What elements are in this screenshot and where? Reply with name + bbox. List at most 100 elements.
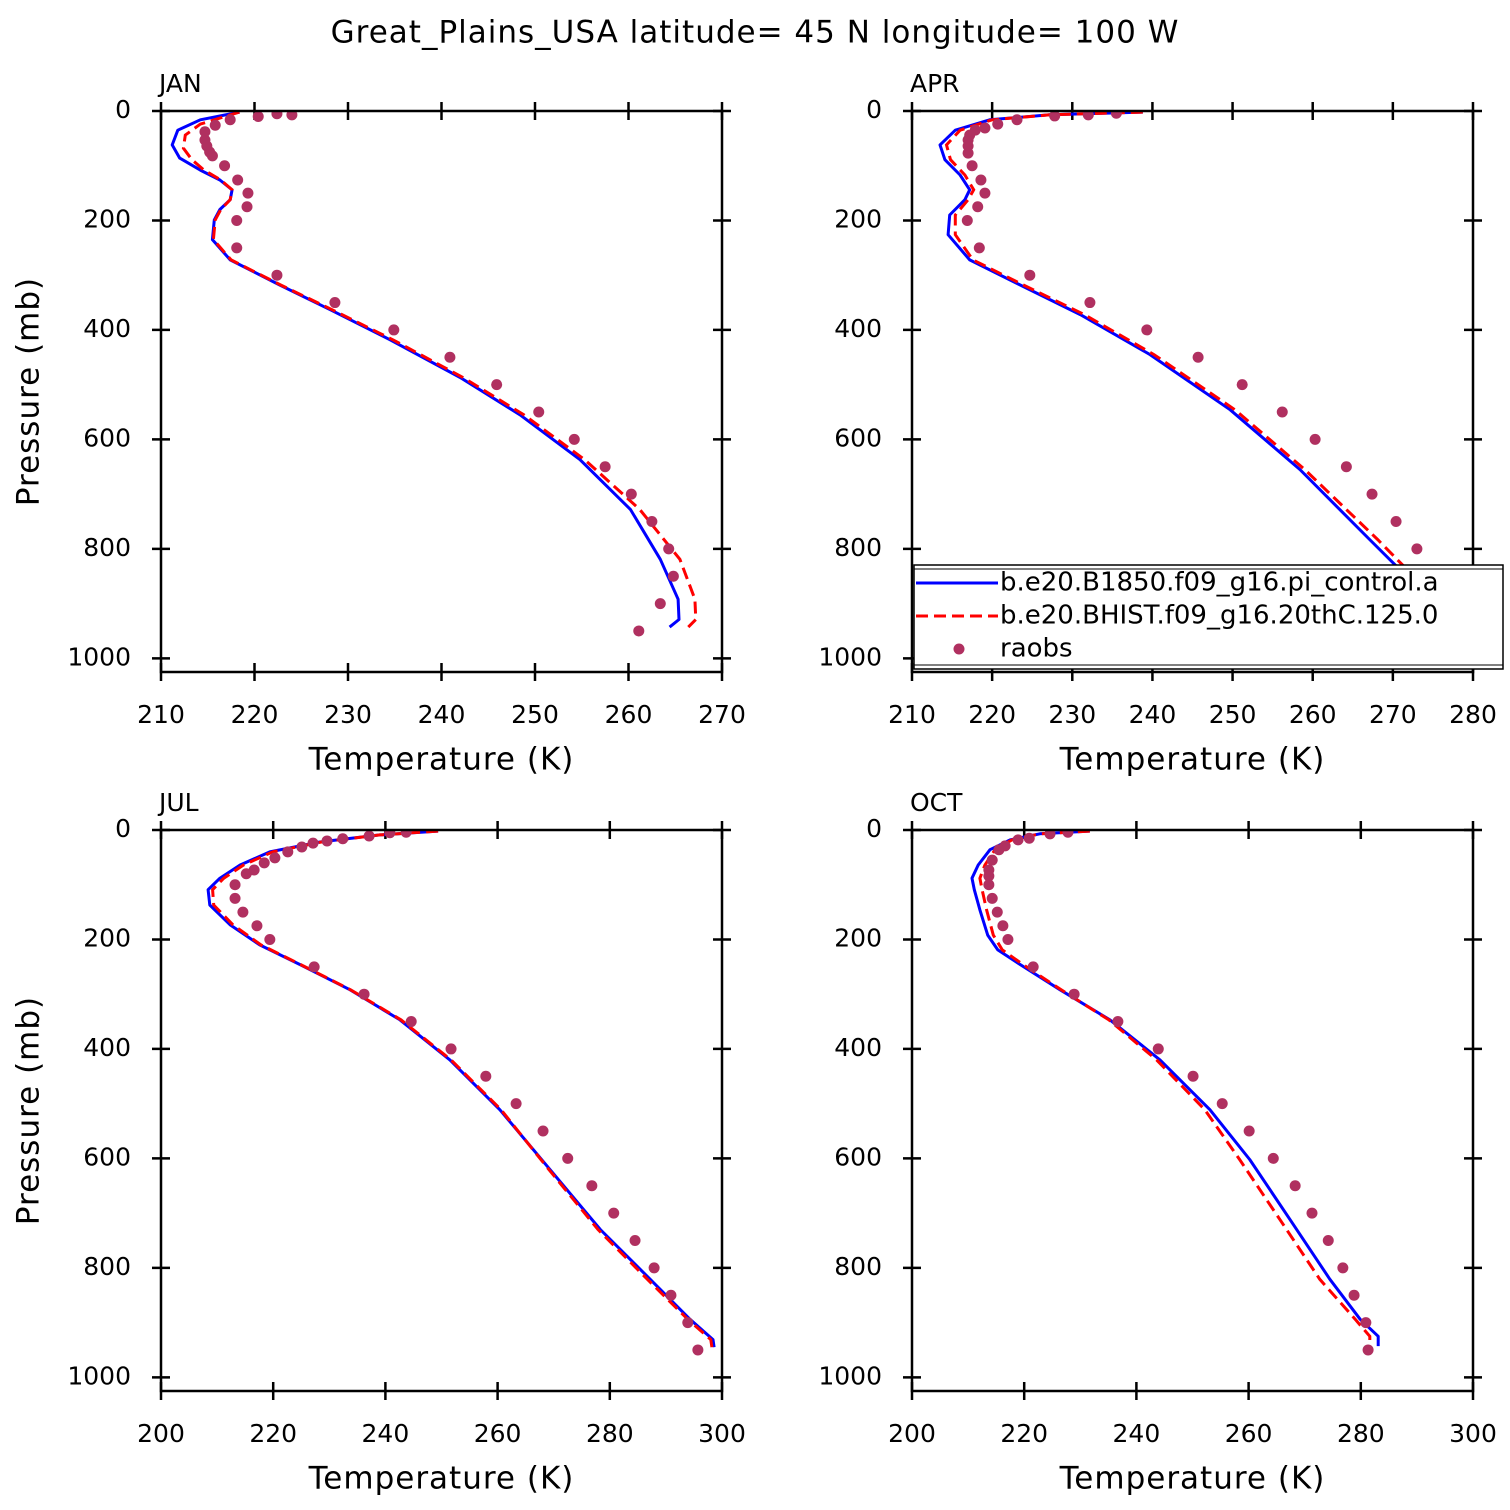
x-tick-label: 270 xyxy=(698,700,746,729)
raob-point xyxy=(1187,1070,1199,1082)
raob-point xyxy=(271,111,283,120)
x-tick-label: 250 xyxy=(511,700,559,729)
y-tick-label: 200 xyxy=(834,923,882,952)
raob-point xyxy=(692,1344,704,1356)
y-tick-label: 0 xyxy=(115,95,131,124)
raob-point xyxy=(654,598,666,610)
raob-point xyxy=(633,625,645,637)
raob-point xyxy=(264,933,276,945)
raob-point xyxy=(625,488,637,500)
raob-point xyxy=(537,1125,549,1137)
raob-point xyxy=(252,111,264,122)
raob-point xyxy=(1362,1344,1374,1356)
raob-point xyxy=(358,988,370,1000)
raob-point xyxy=(363,830,375,842)
y-tick-label: 400 xyxy=(83,1033,131,1062)
raob-point xyxy=(308,961,320,973)
raob-point xyxy=(282,846,294,858)
raob-point xyxy=(405,1016,417,1028)
raob-point xyxy=(1084,297,1096,309)
raob-point xyxy=(329,297,341,309)
raob-point xyxy=(1152,1043,1164,1055)
y-tick-label: 1000 xyxy=(818,642,882,671)
profile-line xyxy=(978,830,1372,1347)
y-tick-label: 400 xyxy=(83,314,131,343)
raob-point xyxy=(1360,1317,1372,1329)
raob-point xyxy=(388,324,400,336)
raob-point xyxy=(307,837,319,849)
raob-point xyxy=(269,852,281,864)
raob-point xyxy=(229,892,241,904)
raob-point xyxy=(296,841,308,853)
raob-point xyxy=(629,1234,641,1246)
x-axis-label: Temperature (K) xyxy=(1059,1461,1326,1497)
legend-label: b.e20.BHIST.f09_g16.20thC.125.0 xyxy=(1000,601,1438,631)
y-tick-label: 400 xyxy=(834,314,882,343)
raob-point xyxy=(975,174,987,186)
x-tick-label: 300 xyxy=(698,1419,746,1448)
raob-point xyxy=(286,111,298,121)
raob-point xyxy=(1027,961,1039,973)
raob-point xyxy=(241,201,253,213)
profile-line xyxy=(181,111,698,629)
raob-point xyxy=(663,543,675,555)
raob-point xyxy=(242,187,254,199)
x-tick-label: 220 xyxy=(1000,1419,1048,1448)
raob-point xyxy=(337,833,349,845)
raob-point xyxy=(973,242,985,254)
raob-point xyxy=(480,1070,492,1082)
plot-frame xyxy=(159,109,724,674)
panel-title: OCT xyxy=(910,788,963,817)
raob-point xyxy=(665,1289,677,1301)
x-tick-label: 260 xyxy=(474,1419,522,1448)
y-tick-label: 200 xyxy=(834,204,882,233)
raob-point xyxy=(206,150,218,162)
raob-point xyxy=(533,406,545,418)
plot-area xyxy=(938,111,1473,637)
x-tick-label: 220 xyxy=(231,700,279,729)
y-tick-label: 600 xyxy=(834,423,882,452)
y-tick-label: 0 xyxy=(115,814,131,843)
raob-point xyxy=(1366,488,1378,500)
panel-title: JAN xyxy=(157,69,202,98)
raob-point xyxy=(1049,111,1061,122)
legend-label: raobs xyxy=(1000,634,1073,664)
y-tick-label: 800 xyxy=(834,533,882,562)
raob-point xyxy=(667,570,679,582)
raob-point xyxy=(586,1180,598,1192)
raob-point xyxy=(1289,1180,1301,1192)
raob-point xyxy=(240,868,252,880)
raob-point xyxy=(444,351,456,363)
raob-point xyxy=(1216,1098,1228,1110)
x-axis-label: Temperature (K) xyxy=(308,742,575,778)
raob-point xyxy=(983,879,995,891)
x-tick-label: 210 xyxy=(888,700,936,729)
raob-point xyxy=(271,269,283,281)
x-tick-label: 260 xyxy=(1225,1419,1273,1448)
raob-point xyxy=(251,920,263,932)
x-tick-label: 240 xyxy=(362,1419,410,1448)
raob-point xyxy=(237,906,249,918)
x-axis-label: Temperature (K) xyxy=(308,1461,575,1497)
x-tick-label: 220 xyxy=(249,1419,297,1448)
raob-point xyxy=(562,1152,574,1164)
profile-line xyxy=(211,830,714,1348)
raob-point xyxy=(400,830,412,838)
raob-point xyxy=(229,879,241,891)
raob-point xyxy=(231,214,243,226)
y-tick-label: 800 xyxy=(83,533,131,562)
plot-area xyxy=(970,830,1380,1356)
raob-point xyxy=(1236,379,1248,391)
raob-point xyxy=(1411,543,1423,555)
raob-point xyxy=(224,114,236,126)
x-tick-label: 220 xyxy=(968,700,1016,729)
raob-point xyxy=(1110,111,1122,119)
y-tick-label: 200 xyxy=(83,204,131,233)
x-tick-label: 270 xyxy=(1369,700,1417,729)
y-axis-label: Pressure (mb) xyxy=(11,277,47,506)
y-tick-label: 1000 xyxy=(67,1361,131,1390)
raob-point xyxy=(491,379,503,391)
x-tick-label: 280 xyxy=(1337,1419,1385,1448)
raob-point xyxy=(1309,433,1321,445)
raob-point xyxy=(646,515,658,527)
